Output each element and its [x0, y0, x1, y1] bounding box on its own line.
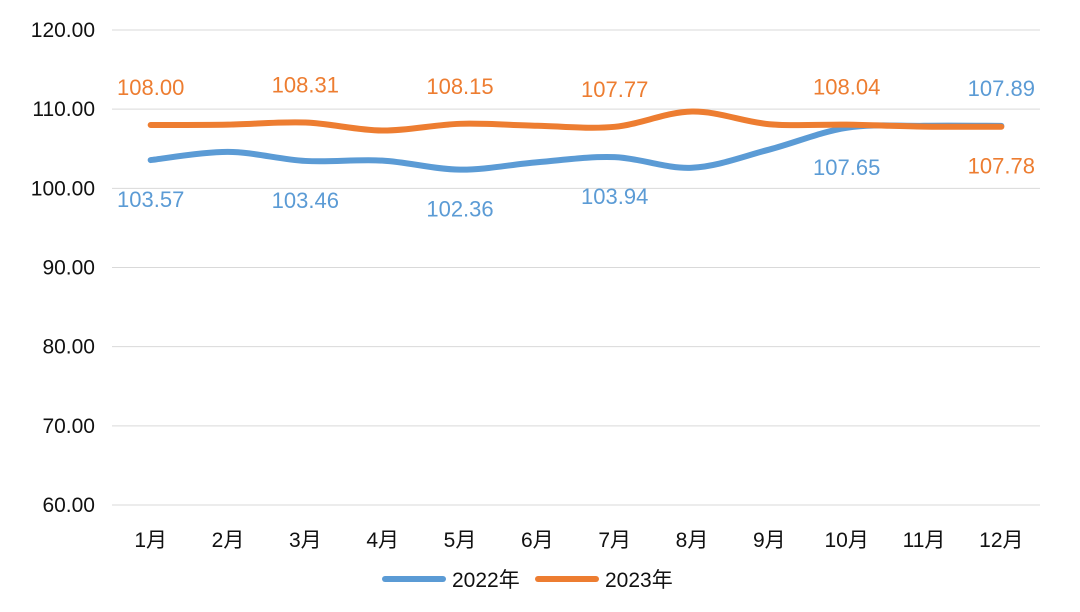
x-axis: 1月 2月 3月 4月 5月 6月 7月 8月 9月 10月 11月 12月 — [134, 529, 1023, 552]
data-label: 108.04 — [813, 75, 880, 100]
data-label: 103.94 — [581, 184, 648, 209]
x-tick-label: 2月 — [212, 529, 245, 552]
y-tick-label: 90.00 — [42, 257, 95, 280]
legend-label: 2023年 — [605, 569, 673, 592]
y-tick-label: 120.00 — [31, 19, 95, 42]
y-tick-label: 80.00 — [42, 336, 95, 359]
x-tick-label: 1月 — [134, 529, 167, 552]
x-tick-label: 10月 — [824, 529, 868, 552]
data-label: 107.78 — [968, 154, 1035, 179]
data-label: 103.46 — [272, 188, 339, 213]
x-tick-label: 4月 — [366, 529, 399, 552]
x-tick-label: 6月 — [521, 529, 554, 552]
data-label: 107.89 — [968, 76, 1035, 101]
x-tick-label: 9月 — [753, 529, 786, 552]
grid-lines — [112, 29, 1040, 506]
data-label: 108.15 — [426, 74, 493, 99]
x-tick-label: 5月 — [444, 529, 477, 552]
data-labels: 103.57 103.46 102.36 103.94 107.65 107.89 108.… — [117, 73, 1035, 222]
y-tick-label: 60.00 — [42, 494, 95, 517]
y-tick-label: 100.00 — [31, 177, 95, 200]
y-tick-label: 70.00 — [42, 415, 95, 438]
x-tick-label: 12月 — [979, 529, 1023, 552]
x-tick-label: 7月 — [598, 529, 631, 552]
y-axis: 60.00 70.00 80.00 90.00 100.00 110.00 120.00 — [31, 19, 95, 517]
data-label: 108.00 — [117, 75, 184, 100]
x-tick-label: 3月 — [289, 529, 322, 552]
x-tick-label: 11月 — [903, 529, 946, 552]
data-label: 107.65 — [813, 155, 880, 180]
x-tick-label: 8月 — [676, 529, 709, 552]
series-group — [147, 108, 1005, 173]
data-label: 107.77 — [581, 77, 648, 102]
series-line-2 — [147, 108, 1005, 134]
legend: 2022年 2023年 — [382, 569, 673, 592]
legend-label: 2022年 — [452, 569, 520, 592]
y-tick-label: 110.00 — [32, 98, 95, 121]
data-label: 103.57 — [117, 187, 184, 212]
data-label: 102.36 — [426, 197, 493, 222]
data-label: 108.31 — [272, 73, 339, 98]
